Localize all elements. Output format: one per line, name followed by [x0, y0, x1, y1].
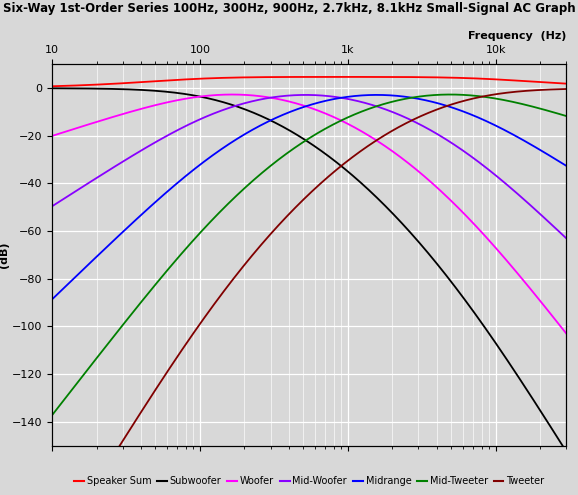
Y-axis label: (dB): (dB) — [0, 242, 9, 268]
Text: Six-Way 1st-Order Series 100Hz, 300Hz, 900Hz, 2.7kHz, 8.1kHz Small-Signal AC Gra: Six-Way 1st-Order Series 100Hz, 300Hz, 9… — [3, 2, 575, 15]
X-axis label: Frequency  (Hz): Frequency (Hz) — [468, 31, 566, 41]
Legend: Speaker Sum, Subwoofer, Woofer, Mid-Woofer, Midrange, Mid-Tweeter, Tweeter: Speaker Sum, Subwoofer, Woofer, Mid-Woof… — [70, 472, 549, 490]
